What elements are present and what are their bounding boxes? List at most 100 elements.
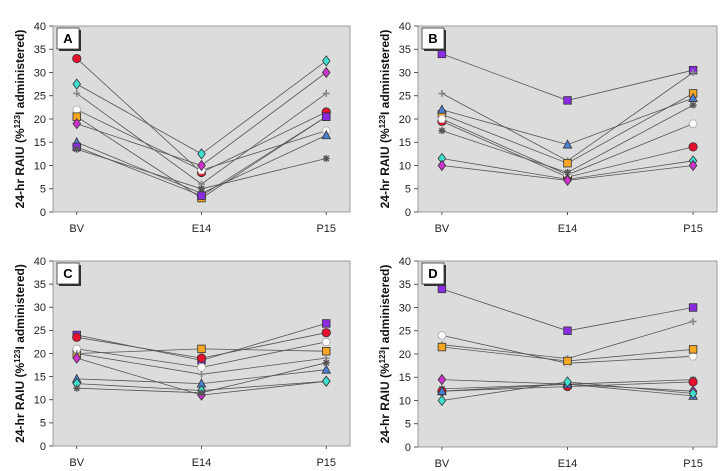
plot-area	[417, 260, 718, 448]
data-point-s9	[688, 159, 698, 172]
data-point-s6	[438, 127, 446, 135]
y-axis-label: 24-hr RAIU (%123I administered)	[378, 265, 393, 444]
series-markers-s1	[437, 284, 698, 335]
data-point-s3	[688, 352, 698, 361]
data-point-s2	[196, 353, 207, 363]
y-tick-label: 0	[405, 442, 411, 454]
y-tick-label: 15	[399, 372, 411, 384]
data-point-s3	[197, 344, 206, 354]
data-point-s2	[321, 55, 331, 67]
data-point-s7	[562, 139, 573, 149]
data-point-s8	[437, 385, 447, 396]
data-point-s3	[73, 89, 81, 97]
data-point-s3	[563, 158, 572, 168]
y-axis-label: 24-hr RAIU (%123I administered)	[13, 264, 28, 443]
y-tick-label: 40	[34, 21, 46, 33]
y-tick-label: 25	[34, 91, 46, 103]
x-tick-label: BV	[435, 223, 450, 235]
data-point-s9	[322, 359, 330, 367]
y-tick-label: 40	[399, 256, 411, 268]
series-markers-s9	[437, 376, 698, 407]
y-tick-label: 0	[40, 441, 46, 453]
data-point-s8	[321, 375, 331, 387]
panel-a: 0 5 10 15 20 25 30 35 40 BV E14 P15 24-hr RAIU (%123…	[13, 21, 351, 235]
data-point-s9	[73, 145, 81, 153]
data-point-s1	[72, 53, 82, 64]
series-markers-s9	[73, 359, 330, 397]
data-point-s5	[198, 370, 205, 378]
series-markers-s3	[73, 89, 330, 188]
series-markers-s9	[73, 145, 330, 193]
y-tick-label: 5	[40, 418, 46, 430]
y-tick-label: 25	[399, 326, 411, 338]
data-point-s1	[563, 326, 572, 335]
series-markers-s6	[72, 66, 331, 172]
panel-letter: C	[63, 266, 73, 281]
x-tick-label: E14	[192, 223, 212, 235]
data-point-s7	[437, 104, 447, 114]
x-tick-label: P15	[683, 223, 703, 235]
data-point-s2	[321, 328, 331, 338]
data-point-s4	[688, 142, 698, 152]
data-point-s5	[437, 115, 447, 123]
panel-letter-box	[421, 27, 445, 50]
series-markers-s6	[438, 101, 697, 176]
data-point-s6	[197, 159, 206, 172]
data-point-s3	[437, 331, 447, 340]
data-point-s6	[564, 168, 571, 176]
panel-letter: B	[428, 31, 437, 46]
x-tick-label: P15	[316, 457, 336, 469]
y-axis-label: 24-hr RAIU (%123I administered)	[13, 30, 28, 209]
panel-c: 0 5 10 15 20 25 30 35 40 BV E14 P15 24-hr RAIU (%123…	[13, 256, 351, 469]
y-tick-label: 30	[34, 67, 46, 79]
data-point-s1	[437, 49, 447, 59]
data-point-s1	[563, 96, 572, 105]
x-tick-label: BV	[435, 458, 450, 470]
data-point-s7	[321, 129, 332, 140]
data-point-s9	[437, 394, 447, 407]
data-point-s3	[322, 346, 331, 356]
data-point-s4	[688, 345, 698, 354]
plot-area	[52, 260, 351, 447]
y-tick-label: 15	[34, 137, 46, 149]
y-tick-label: 30	[34, 302, 46, 314]
data-point-s9	[437, 159, 447, 172]
y-tick-label: 30	[399, 302, 411, 314]
data-point-s1	[688, 303, 698, 312]
data-point-s6	[72, 117, 82, 130]
x-tick-label: E14	[558, 223, 578, 235]
x-tick-label: P15	[683, 458, 703, 470]
y-tick-label: 35	[399, 44, 411, 56]
y-tick-label: 20	[34, 348, 46, 360]
x-tick-label: BV	[69, 223, 84, 235]
data-point-s2	[197, 148, 206, 160]
panel-d: 0 5 10 15 20 25 30 35 40 BV E14 P15 24-hr RAIU (%123…	[378, 256, 718, 470]
y-tick-label: 40	[34, 256, 46, 268]
y-tick-label: 10	[34, 160, 46, 172]
data-point-s9	[198, 389, 205, 397]
y-tick-label: 15	[34, 371, 46, 383]
data-point-s9	[198, 185, 205, 193]
data-point-s9	[563, 376, 572, 388]
data-point-s2	[689, 69, 697, 76]
x-tick-label: BV	[69, 457, 84, 469]
data-point-s1	[322, 319, 331, 328]
data-point-s5	[688, 119, 698, 128]
panel-letter-box	[56, 262, 80, 285]
y-tick-label: 35	[399, 279, 411, 291]
y-tick-label: 5	[405, 419, 411, 431]
y-tick-label: 35	[34, 279, 46, 291]
x-tick-label: P15	[316, 223, 336, 235]
data-point-s9	[563, 174, 572, 187]
series-markers-s4	[437, 342, 698, 366]
panel-b: 0 5 10 15 20 25 30 35 40 BV E14 P15 24-hr RAIU (%123…	[378, 21, 718, 235]
y-tick-label: 10	[399, 160, 411, 172]
y-tick-label: 30	[399, 67, 411, 79]
y-tick-label: 35	[34, 44, 46, 56]
data-point-s4	[563, 356, 572, 366]
data-point-s9	[322, 155, 330, 163]
data-point-s1	[437, 284, 447, 294]
data-point-s5	[437, 373, 447, 386]
data-point-s7	[321, 364, 332, 374]
